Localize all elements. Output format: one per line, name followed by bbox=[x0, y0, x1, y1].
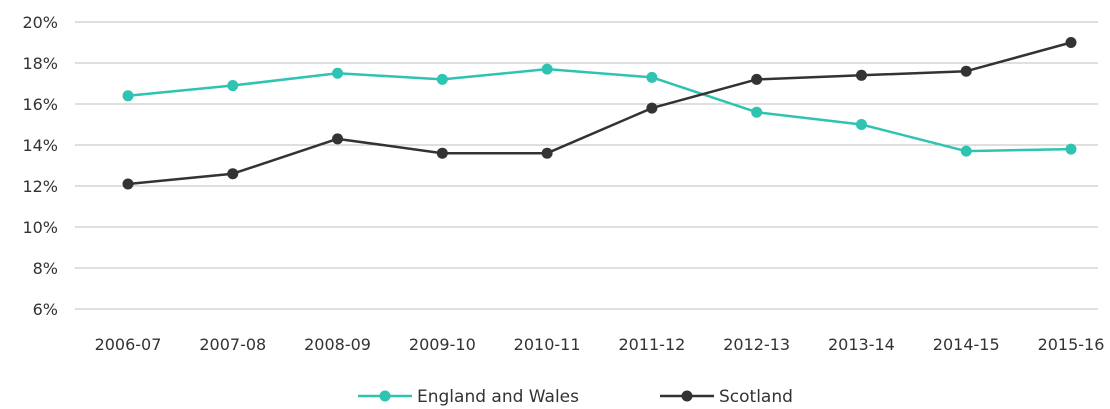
data-point-scotland bbox=[227, 168, 239, 180]
x-tick-label: 2006-07 bbox=[95, 335, 162, 354]
x-tick-label: 2012-13 bbox=[723, 335, 790, 354]
data-point-scotland bbox=[436, 147, 448, 159]
legend-label: England and Wales bbox=[417, 387, 579, 407]
legend-swatch-marker bbox=[379, 390, 391, 402]
y-tick-label: 6% bbox=[33, 300, 58, 319]
y-tick-label: 20% bbox=[22, 13, 58, 32]
data-point-scotland bbox=[751, 73, 763, 85]
x-tick-label: 2009-10 bbox=[409, 335, 476, 354]
data-point-england-and-wales bbox=[1065, 143, 1077, 155]
data-point-england-and-wales bbox=[541, 63, 553, 75]
x-axis: 2006-07 2007-08 2008-09 2009-10 2010-11 2011-… bbox=[95, 335, 1105, 354]
data-point-scotland bbox=[541, 147, 553, 159]
data-point-england-and-wales bbox=[751, 106, 763, 118]
data-point-england-and-wales bbox=[227, 80, 239, 92]
x-tick-label: 2007-08 bbox=[199, 335, 266, 354]
data-point-scotland bbox=[122, 178, 134, 190]
data-point-scotland bbox=[646, 102, 658, 114]
data-point-england-and-wales bbox=[332, 67, 344, 79]
y-tick-label: 8% bbox=[33, 259, 58, 278]
grid bbox=[75, 21, 1098, 310]
data-point-scotland bbox=[855, 69, 867, 81]
x-tick-label: 2010-11 bbox=[514, 335, 581, 354]
data-point-england-and-wales bbox=[855, 119, 867, 130]
y-tick-label: 16% bbox=[22, 95, 58, 114]
x-tick-label: 2014-15 bbox=[933, 335, 1000, 354]
series-scotland bbox=[122, 37, 1077, 190]
legend-label: Scotland bbox=[719, 387, 793, 407]
series-england-and-wales bbox=[122, 63, 1077, 157]
data-point-england-and-wales bbox=[960, 145, 972, 157]
y-tick-label: 12% bbox=[22, 177, 58, 196]
legend-item-scotland: Scotland bbox=[660, 387, 793, 407]
data-point-scotland bbox=[1065, 37, 1077, 48]
x-tick-label: 2013-14 bbox=[828, 335, 895, 354]
y-tick-label: 18% bbox=[22, 54, 58, 73]
legend-item-england-and-wales: England and Wales bbox=[358, 387, 579, 407]
data-point-england-and-wales bbox=[122, 90, 134, 102]
x-tick-label: 2011-12 bbox=[618, 335, 685, 354]
legend: England and Wales Scotland bbox=[358, 387, 793, 407]
legend-swatch-marker bbox=[681, 390, 693, 402]
data-point-scotland bbox=[960, 65, 972, 77]
x-tick-label: 2015-16 bbox=[1038, 335, 1105, 354]
series-line-england-and-wales bbox=[127, 67, 1072, 153]
data-point-england-and-wales bbox=[436, 73, 448, 85]
y-axis: 6% 8% 10% 12% 14% 16% 18% 20% bbox=[22, 13, 58, 319]
x-tick-label: 2008-09 bbox=[304, 335, 371, 354]
data-point-scotland bbox=[332, 133, 344, 145]
y-tick-label: 14% bbox=[22, 136, 58, 155]
y-tick-label: 10% bbox=[22, 218, 58, 237]
series-layer bbox=[122, 37, 1077, 190]
data-point-england-and-wales bbox=[646, 71, 658, 83]
series-line-scotland bbox=[127, 41, 1072, 186]
